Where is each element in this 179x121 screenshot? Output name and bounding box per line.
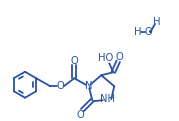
Text: O: O: [144, 27, 152, 37]
Text: H: H: [153, 17, 161, 27]
Text: HO: HO: [98, 53, 113, 63]
Text: O: O: [56, 81, 64, 91]
Text: NH: NH: [100, 94, 115, 104]
Text: O: O: [70, 56, 78, 66]
Text: O: O: [77, 110, 85, 120]
Text: O: O: [116, 52, 124, 62]
Text: H: H: [134, 27, 142, 37]
Text: N: N: [84, 81, 92, 91]
